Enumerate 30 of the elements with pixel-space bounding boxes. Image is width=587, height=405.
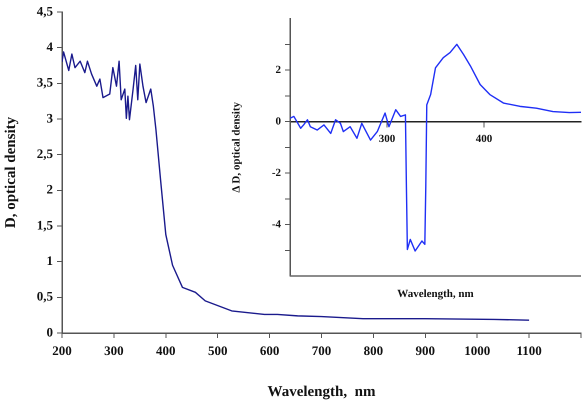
x-tick-label: 500: [208, 343, 228, 358]
y-tick-label: 2,5: [36, 146, 54, 162]
y-tick-label: 4: [46, 39, 54, 54]
y-tick-label: 1: [46, 253, 53, 268]
x-tick-label: 900: [416, 343, 436, 358]
y-tick-label: 2: [46, 182, 53, 197]
y-tick-label: 3: [46, 110, 54, 126]
y-tick-label: -4: [272, 218, 282, 230]
x-tick-label: 1100: [516, 343, 542, 358]
x-tick-label: 200: [52, 343, 72, 358]
y-tick-label: 3,5: [36, 74, 54, 90]
x-tick-label: 800: [364, 343, 384, 358]
x-tick-label: 600: [260, 343, 280, 358]
x-tick-label: 1000: [464, 343, 490, 358]
y-tick-label: 0,5: [36, 288, 54, 304]
x-tick-label: 400: [156, 343, 176, 358]
x-tick-label: 400: [476, 133, 493, 146]
y-axis-title: Δ D, optical density: [230, 101, 242, 193]
y-tick-label: 2: [276, 64, 282, 76]
y-tick-label: 0: [46, 324, 53, 340]
x-axis-title: Wavelength, nm: [268, 384, 376, 400]
x-axis-title: Wavelength, nm: [396, 288, 475, 300]
y-tick-label: 1,5: [36, 217, 54, 232]
y-tick-label: -2: [272, 166, 282, 179]
y-axis-title: D, optical density: [2, 116, 19, 228]
x-tick-label: 700: [312, 343, 332, 358]
y-tick-label: 4,5: [36, 3, 54, 18]
x-tick-label: 300: [104, 343, 124, 358]
y-tick-label: 0: [276, 115, 282, 128]
x-tick-label: 300: [378, 133, 396, 146]
